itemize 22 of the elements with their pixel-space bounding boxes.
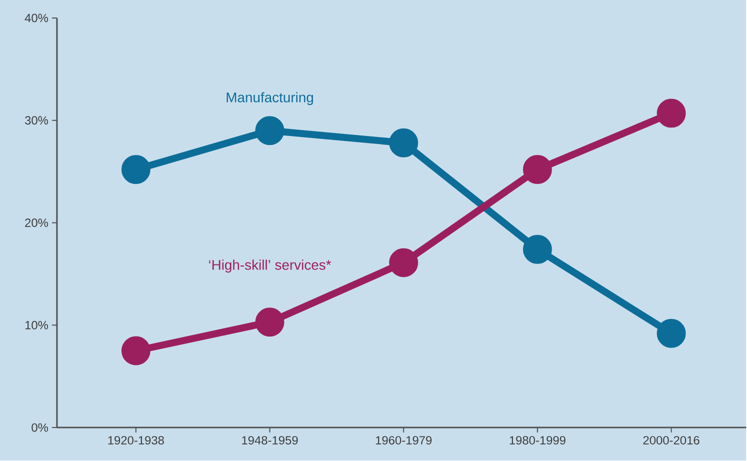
- x-tick-label: 1920-1938: [108, 436, 164, 445]
- series-label: Manufacturing: [226, 92, 314, 106]
- point: [121, 155, 150, 184]
- series-label: ‘High-skill’ services*: [209, 260, 332, 273]
- y-tick-label: 40%: [24, 14, 48, 22]
- point: [522, 155, 552, 184]
- x-tick-label: 1980-1999: [510, 436, 566, 445]
- x-tick-label: 1948-1959: [242, 436, 298, 445]
- point: [389, 248, 418, 278]
- point: [121, 336, 150, 366]
- x-tick-label: 2000-2016: [643, 436, 700, 445]
- y-tick-label: 30%: [24, 116, 48, 125]
- y-tick-label: 0%: [32, 424, 48, 432]
- x-tick-label: 1960-1979: [376, 436, 432, 445]
- point: [255, 308, 284, 337]
- y-tick-label: 20%: [25, 218, 48, 228]
- point: [255, 116, 284, 146]
- y-tick-label: 10%: [25, 321, 48, 330]
- point: [656, 98, 686, 128]
- point: [522, 235, 552, 264]
- point: [656, 319, 686, 348]
- point: [389, 128, 418, 158]
